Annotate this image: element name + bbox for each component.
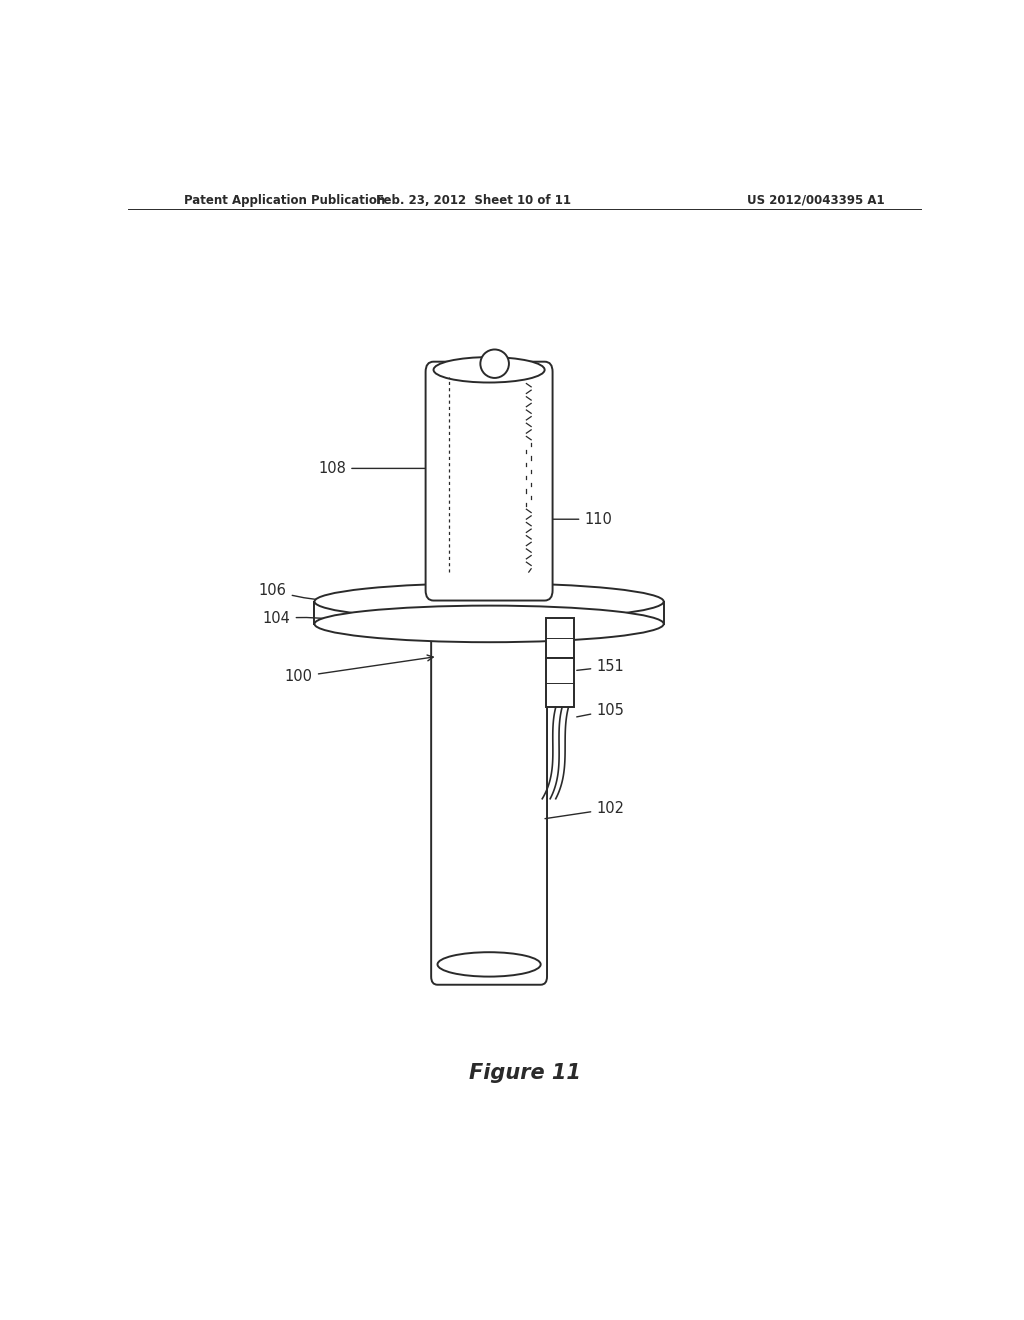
FancyBboxPatch shape [426, 362, 553, 601]
Text: 102: 102 [545, 801, 625, 818]
Bar [546, 618, 574, 659]
Text: US 2012/0043395 A1: US 2012/0043395 A1 [748, 194, 885, 207]
Text: 151: 151 [577, 659, 624, 675]
Ellipse shape [433, 358, 545, 383]
Text: 108: 108 [318, 461, 435, 477]
Text: 100: 100 [285, 655, 433, 684]
Text: Figure 11: Figure 11 [469, 1063, 581, 1082]
Text: 110: 110 [550, 512, 612, 527]
Text: 104: 104 [263, 611, 378, 628]
Ellipse shape [314, 583, 664, 620]
FancyBboxPatch shape [431, 612, 547, 985]
Text: 105: 105 [577, 702, 624, 718]
Text: 106: 106 [259, 583, 387, 602]
Text: Patent Application Publication: Patent Application Publication [183, 194, 385, 207]
Ellipse shape [314, 606, 664, 643]
Ellipse shape [480, 350, 509, 378]
Bar [546, 659, 574, 708]
Ellipse shape [437, 952, 541, 977]
Text: 103: 103 [577, 620, 624, 635]
Text: Feb. 23, 2012  Sheet 10 of 11: Feb. 23, 2012 Sheet 10 of 11 [376, 194, 570, 207]
